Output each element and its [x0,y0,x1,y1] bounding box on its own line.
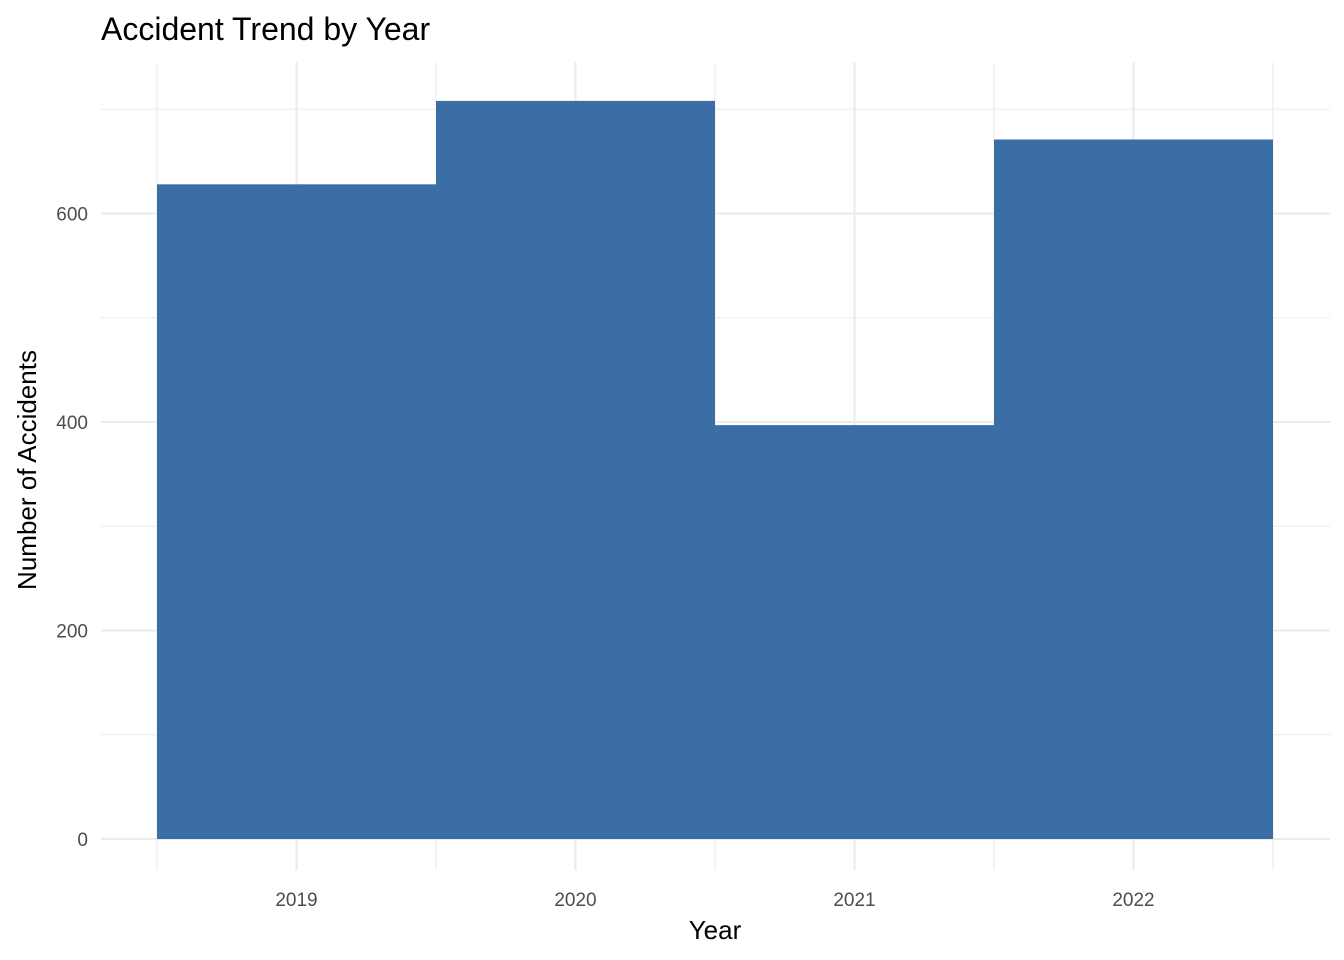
x-tick-label: 2020 [554,890,596,911]
y-tick-label: 400 [56,413,88,434]
bar-2020 [436,100,715,839]
x-axis-title: Year [689,915,742,945]
x-tick-label: 2021 [833,890,875,911]
y-axis-tick-labels: 0 200 400 600 [56,205,88,852]
y-axis-title: Number of Accidents [12,350,42,590]
x-axis-tick-labels: 2019 2020 2021 2022 [275,890,1154,911]
y-tick-label: 600 [56,205,88,226]
y-tick-label: 200 [56,622,88,643]
x-tick-label: 2022 [1112,890,1154,911]
y-tick-label: 0 [77,830,88,851]
bars [157,100,1273,840]
bar-2022 [994,139,1273,840]
x-tick-label: 2019 [275,890,317,911]
chart-title: Accident Trend by Year [101,11,430,47]
bar-2019 [157,184,436,839]
bar-2021 [715,425,994,839]
